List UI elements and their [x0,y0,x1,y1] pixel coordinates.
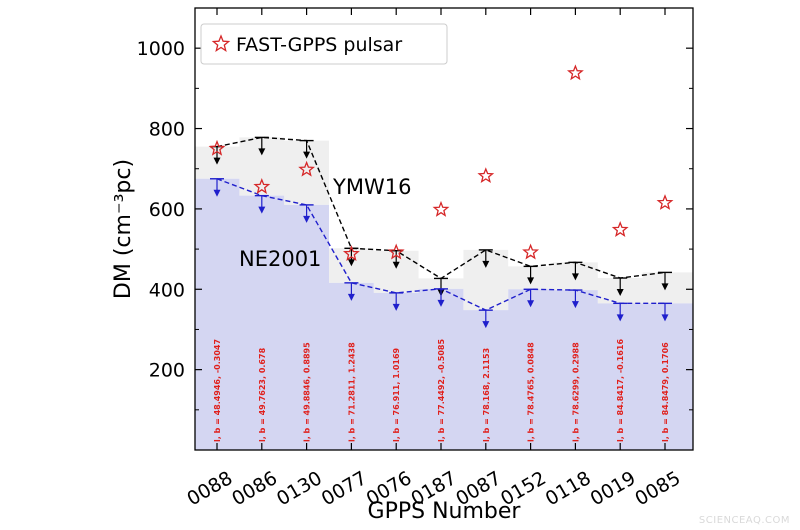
coordinate-label: l, b = 48.4946, -0.3047 [213,339,222,442]
ymw16-label: YMW16 [332,175,411,199]
pulsar-star [253,178,271,194]
coordinate-label: l, b = 71.2811, 1.2438 [347,342,356,442]
pulsar-star [432,200,450,217]
pulsar-star [566,64,584,81]
coordinate-label: l, b = 49.7623, 0.678 [258,347,267,442]
ymw16-limit-arrow [482,260,490,268]
y-tick-label: 1000 [137,38,185,60]
y-tick-label: 800 [149,119,185,141]
ymw16-limit-arrow [661,283,669,291]
pulsar-star [656,194,674,210]
x-axis-label: GPPS Number [368,499,522,524]
x-tick-label: 0086 [228,467,281,510]
ne2001-limit-arrow [571,301,579,309]
ne2001-label: NE2001 [239,247,321,271]
ymw16-limit-arrow [213,157,221,165]
pulsar-star [477,167,495,184]
pulsar-star [522,243,540,260]
legend-box [200,23,448,65]
y-axis-label: DM (cm⁻³pc) [111,159,136,299]
ymw16-limit-arrow [616,289,624,297]
pulsar-star [342,245,360,262]
ymw16-limit-arrow [258,148,266,156]
x-tick-label: 0088 [183,467,236,510]
x-tick-label: 0085 [631,467,684,510]
x-tick-label: 0077 [318,467,371,510]
ne2001-fill-region [195,178,693,451]
coordinate-label: l, b = 84.8417, -0.1616 [616,339,625,442]
ymw16-fill-region [195,137,693,311]
x-tick-label: 0130 [273,467,326,510]
pulsar-star [298,160,315,177]
legend-entry: FAST-GPPS pulsar [236,34,402,56]
ne2001-limit-arrow [303,215,311,223]
x-tick-label: 0019 [587,467,640,510]
legend-star-icon [211,34,231,52]
coordinate-label: l, b = 49.8846, 0.8895 [303,342,312,442]
ymw16-limit-arrow [392,261,400,269]
ymw16-limit-arrow [347,259,355,267]
coordinate-label: l, b = 78.4765, 0.0848 [527,342,536,442]
ne2001-limit-arrow [616,314,624,322]
ymw16-limit-arrow [571,273,579,281]
pulsar-star [611,221,629,237]
watermark: SCIENCEAQ.COM [698,515,790,526]
legend: FAST-GPPS pulsar [200,23,448,65]
ne2001-limit-arrow [213,189,221,197]
ne2001-limit-arrow [392,303,400,311]
ne2001-limit-arrow [437,299,445,307]
coordinate-label: l, b = 77.4492, -0.5085 [437,339,446,442]
ne2001-limit-arrow [527,300,535,308]
pulsar-star [387,243,405,260]
coordinate-label: l, b = 78.6299, 0.2988 [571,342,580,442]
ymw16-limit-arrow [527,277,535,285]
y-tick-label: 200 [149,360,185,382]
y-tick-label: 400 [149,279,185,301]
plot-frame [194,7,694,451]
ne2001-limit-arrow [482,321,490,329]
pulsar-star [208,139,226,156]
coordinate-label: l, b = 78.168, 2.1153 [482,348,491,442]
coordinate-label: l, b = 76.911, 1.0169 [392,347,401,442]
coordinate-label: l, b = 84.8479, 0.1706 [661,342,670,442]
ne2001-limit-arrow [258,206,266,214]
ne2001-limit-arrow [347,293,355,301]
ne2001-limit-arrow [661,314,669,322]
plot-layer: l, b = 48.4946, -0.3047 l, b = 49.7623, 0… [208,64,674,442]
ymw16-limit-arrow [303,151,311,159]
fill-layer [195,137,693,451]
y-tick-label: 600 [149,199,185,221]
x-tick-label: 0118 [542,467,595,510]
